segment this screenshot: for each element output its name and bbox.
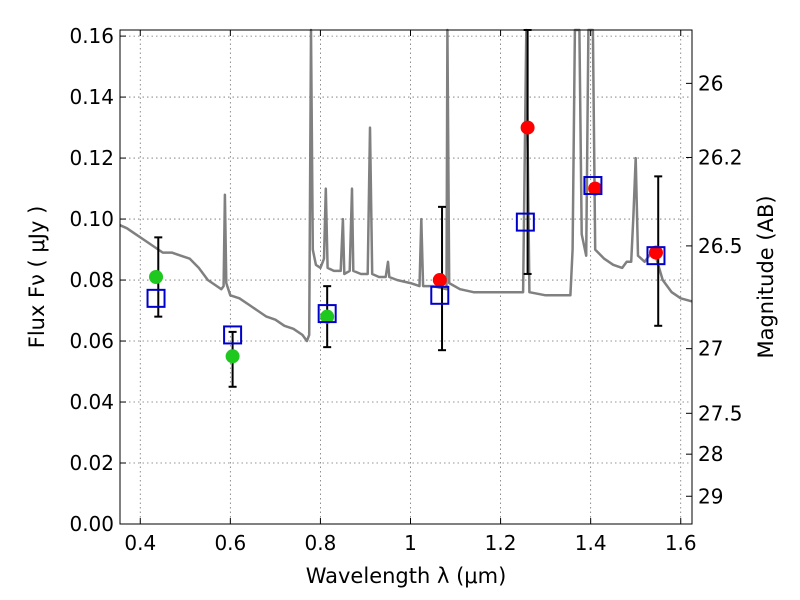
blue-model-square (146, 288, 166, 308)
y2-tick-label: 29 (698, 484, 723, 508)
y-tick-label: 0.08 (69, 268, 114, 292)
red-data-point (432, 273, 447, 288)
y-tick-label: 0.04 (69, 390, 114, 414)
x-tick-label: 1.2 (485, 531, 517, 555)
blue-model-square (317, 304, 337, 324)
x-tick-label: 0.6 (214, 531, 246, 555)
green-data-point (149, 270, 164, 284)
red-data-point (520, 120, 535, 135)
y-tick-label: 0.00 (69, 512, 114, 536)
green-data-point (320, 309, 335, 324)
x-tick-label: 0.4 (124, 531, 156, 555)
y2-tick-label: 27.5 (698, 401, 743, 425)
y-tick-label: 0.12 (69, 146, 114, 170)
y2-axis-title: Magnitude (AB) (754, 195, 778, 358)
x-tick-label: 1.4 (575, 531, 607, 555)
y-tick-label: 0.14 (69, 85, 114, 109)
blue-model-square (646, 246, 666, 266)
y2-tick-label: 27 (698, 337, 723, 361)
y-tick-label: 0.06 (69, 329, 114, 353)
spectrum-layer (119, 28, 693, 343)
y-axis-title: Flux Fν ( μJy ) (25, 206, 49, 349)
red-data-point (588, 181, 603, 196)
y-tick-label: 0.02 (69, 451, 114, 475)
y2-tick-label: 26.5 (698, 234, 743, 258)
blue-model-square (430, 285, 450, 305)
points-layer (146, 120, 666, 364)
model-spectrum-line (119, 28, 693, 343)
axis-layer: 0.4 0.6 0.8 1 1.2 1.4 1.6 0.00 0.02 0.04 0.06 0.08 0… (69, 24, 742, 555)
y2-tick-label: 28 (698, 442, 723, 466)
y-tick-label: 0.16 (69, 24, 114, 48)
y-tick-label: 0.10 (69, 207, 114, 231)
y2-tick-label: 26 (698, 71, 723, 95)
x-tick-label: 1.6 (665, 531, 697, 555)
plot-frame (119, 29, 693, 525)
y2-tick-label: 26.2 (698, 145, 743, 169)
red-data-point (648, 245, 663, 260)
blue-model-square (515, 212, 535, 232)
green-data-point (225, 349, 240, 364)
x-tick-label: 1 (404, 531, 417, 555)
x-tick-label: 0.8 (305, 531, 337, 555)
blue-model-square (223, 325, 243, 345)
blue-model-square (583, 176, 603, 196)
x-axis-title: Wavelength λ (μm) (306, 564, 507, 588)
